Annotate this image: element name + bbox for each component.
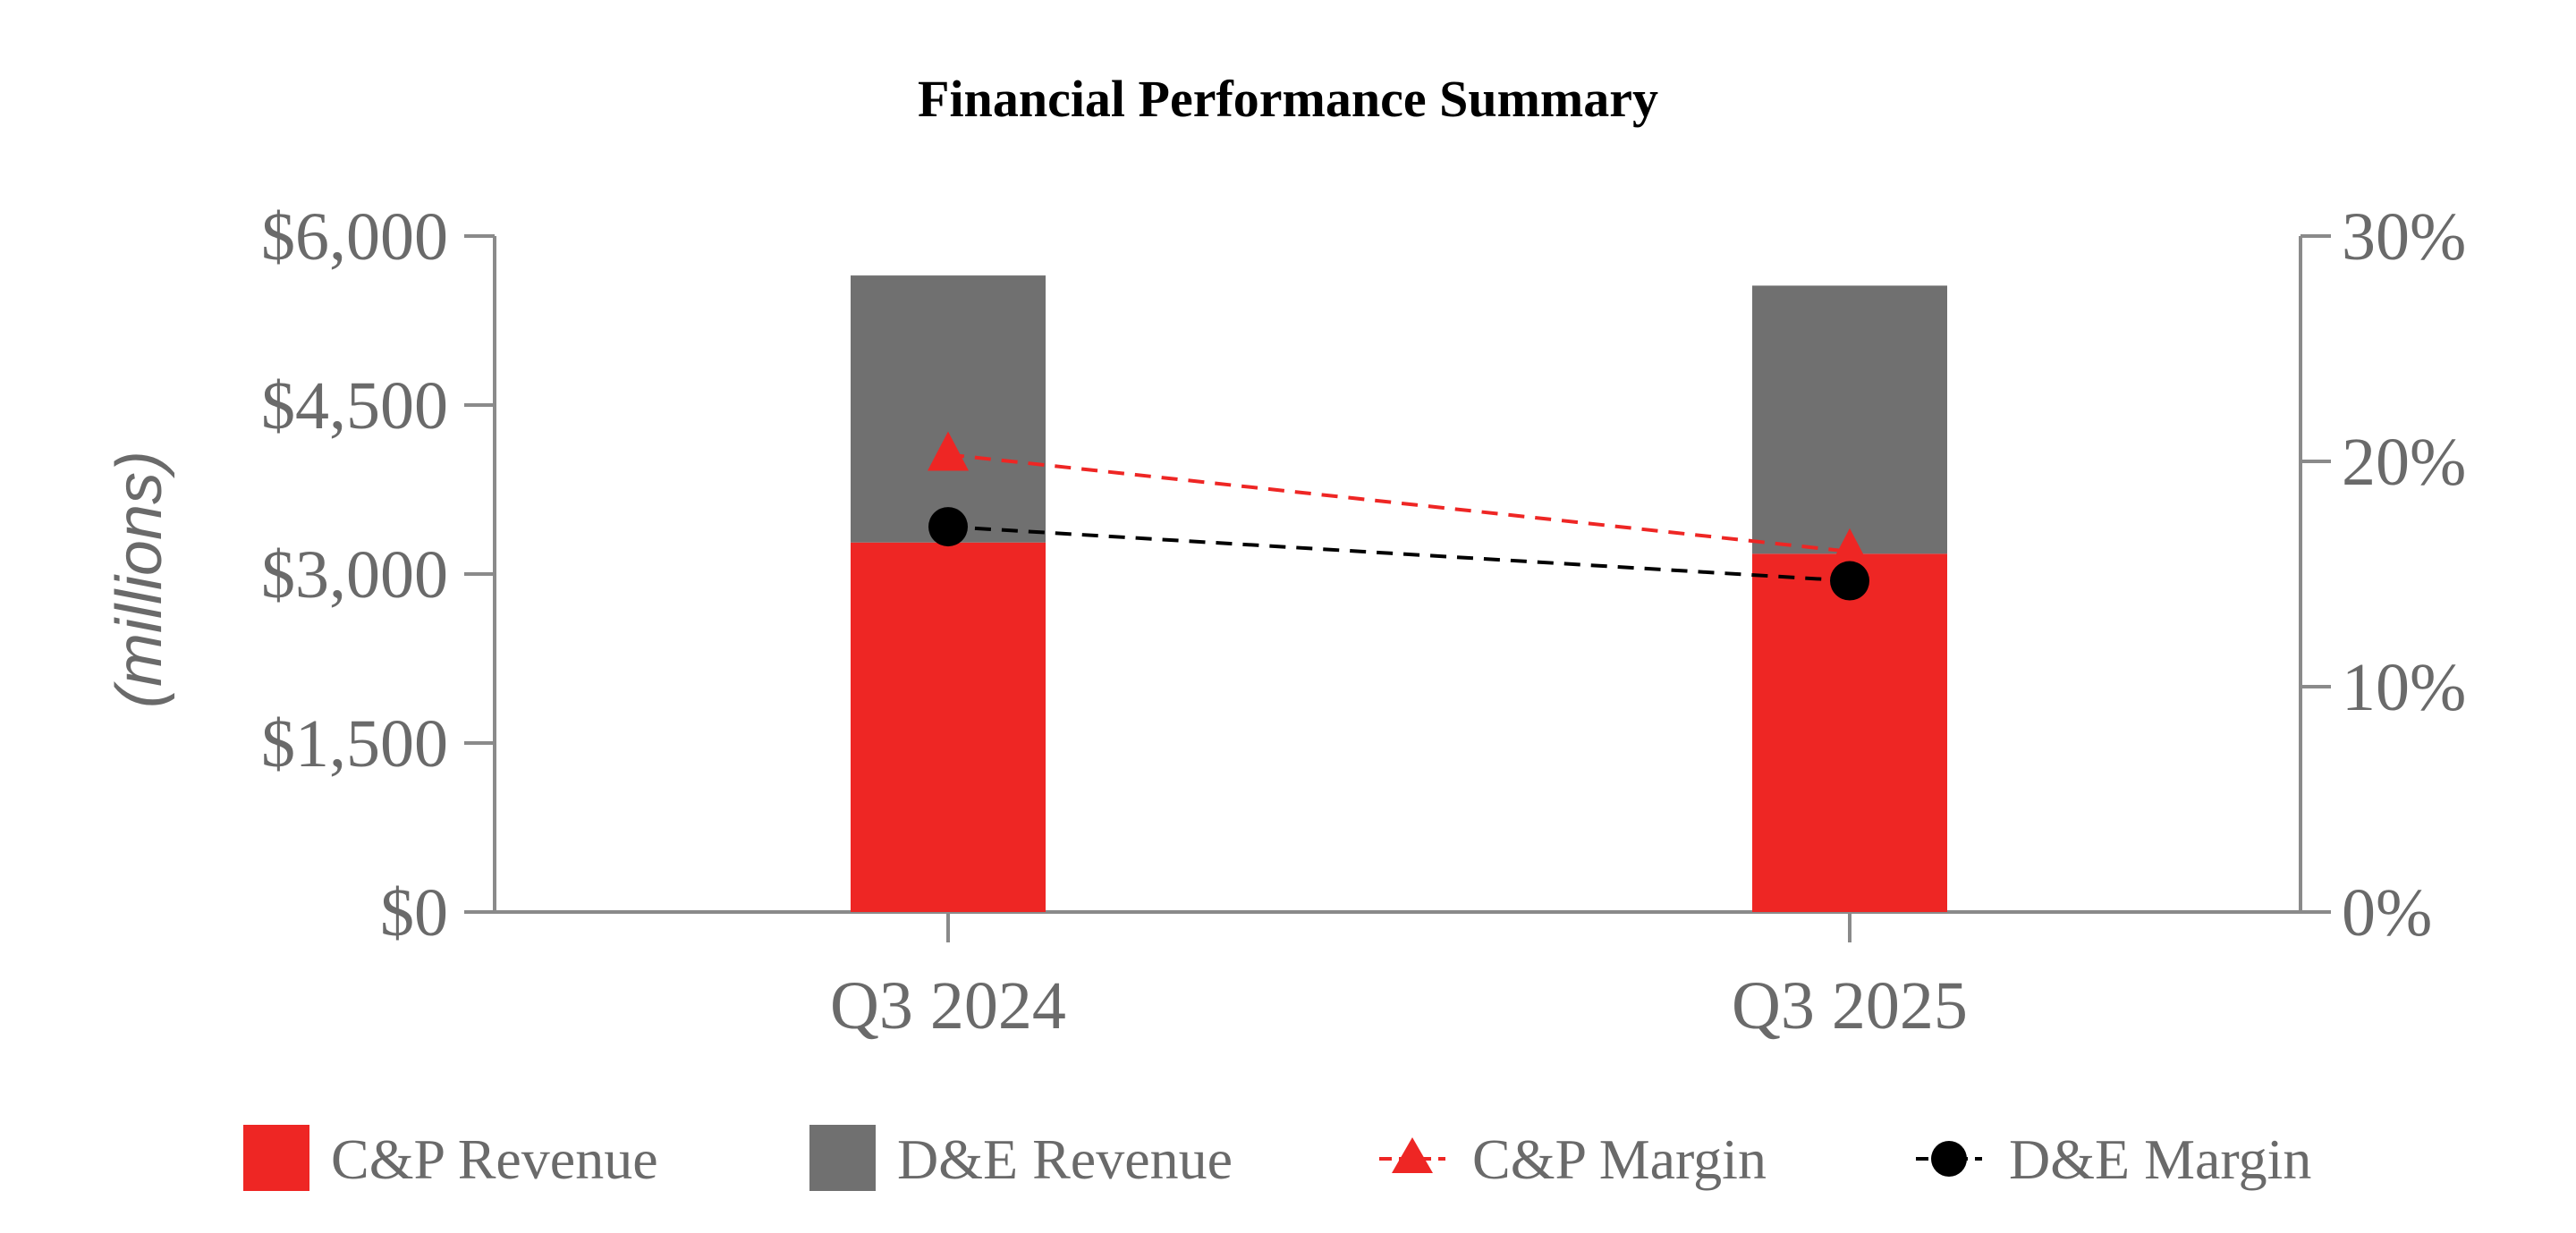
legend-marker: [1931, 1141, 1967, 1177]
legend-swatch: [809, 1125, 876, 1191]
legend-label: D&E Revenue: [897, 1127, 1233, 1191]
x-tick-label: Q3 2024: [830, 968, 1066, 1043]
bar: [851, 275, 1046, 543]
margin-lines: [928, 431, 1870, 601]
y-tick-label: $0: [380, 875, 448, 950]
series-line: [947, 452, 1851, 553]
series-line: [947, 525, 1851, 583]
y-tick-label: $1,500: [261, 706, 448, 781]
axes: $0 $1,500 $3,000 $4,500 $6,000 0% 10% 20% 30% Q3 …: [261, 199, 2466, 1043]
legend-label: C&P Margin: [1472, 1127, 1767, 1191]
y2-tick-label: 10%: [2342, 650, 2466, 725]
data-point: [928, 431, 969, 471]
y2-tick-label: 30%: [2342, 199, 2466, 274]
legend-label: D&E Margin: [2009, 1127, 2311, 1191]
y-tick-label: $6,000: [261, 199, 448, 274]
y2-tick-label: 0%: [2342, 875, 2432, 950]
x-tick-label: Q3 2025: [1732, 968, 1968, 1043]
bars: [851, 275, 1947, 912]
y2-tick-label: 20%: [2342, 425, 2466, 500]
y-axis-label: (millions): [104, 451, 175, 708]
data-point: [928, 507, 968, 547]
data-point: [1829, 528, 1870, 568]
bar: [851, 542, 1046, 912]
legend-label: C&P Revenue: [331, 1127, 658, 1191]
legend-marker: [1392, 1137, 1433, 1173]
y-tick-label: $4,500: [261, 368, 448, 443]
legend-swatch: [243, 1125, 309, 1191]
legend: C&P Revenue D&E Revenue C&P Margin D&E Marg…: [243, 1125, 2311, 1191]
bar: [1752, 285, 1947, 554]
bar: [1752, 553, 1947, 912]
y-tick-label: $3,000: [261, 537, 448, 612]
data-point: [1830, 561, 1869, 601]
chart-title: Financial Performance Summary: [918, 70, 1658, 128]
